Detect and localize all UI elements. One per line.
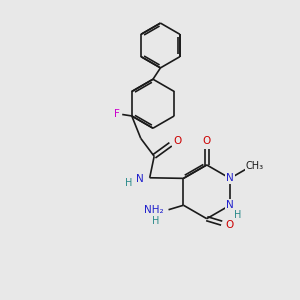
Text: N: N bbox=[226, 200, 234, 210]
Text: H: H bbox=[234, 210, 241, 220]
Text: F: F bbox=[114, 110, 120, 119]
Text: CH₃: CH₃ bbox=[245, 161, 264, 171]
Text: O: O bbox=[173, 136, 181, 146]
Text: N: N bbox=[226, 173, 234, 183]
Text: NH₂: NH₂ bbox=[144, 205, 164, 215]
Text: H: H bbox=[125, 178, 133, 188]
Text: H: H bbox=[152, 216, 160, 226]
Text: O: O bbox=[202, 136, 211, 146]
Text: O: O bbox=[225, 220, 233, 230]
Text: N: N bbox=[136, 174, 144, 184]
